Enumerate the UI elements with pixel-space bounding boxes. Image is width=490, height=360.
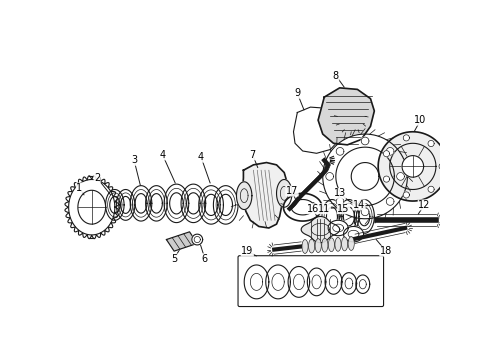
Polygon shape bbox=[164, 184, 189, 222]
Polygon shape bbox=[146, 186, 167, 221]
Polygon shape bbox=[318, 88, 374, 145]
Polygon shape bbox=[326, 172, 334, 180]
FancyBboxPatch shape bbox=[238, 256, 384, 306]
Polygon shape bbox=[439, 163, 445, 170]
Text: 16: 16 bbox=[307, 204, 319, 214]
Polygon shape bbox=[383, 150, 390, 157]
Text: 12: 12 bbox=[418, 200, 431, 210]
Polygon shape bbox=[301, 216, 340, 243]
Polygon shape bbox=[307, 268, 326, 296]
Polygon shape bbox=[354, 199, 374, 233]
Polygon shape bbox=[386, 198, 394, 205]
Polygon shape bbox=[130, 186, 152, 221]
Polygon shape bbox=[403, 135, 409, 141]
Ellipse shape bbox=[335, 237, 341, 251]
Polygon shape bbox=[328, 220, 348, 236]
Polygon shape bbox=[276, 180, 292, 207]
Polygon shape bbox=[237, 182, 252, 210]
Polygon shape bbox=[339, 199, 359, 233]
Ellipse shape bbox=[348, 237, 354, 251]
Text: 11: 11 bbox=[318, 204, 330, 214]
Polygon shape bbox=[214, 186, 238, 224]
Polygon shape bbox=[383, 176, 390, 182]
Text: 3: 3 bbox=[131, 155, 137, 165]
Polygon shape bbox=[294, 107, 343, 153]
Polygon shape bbox=[341, 273, 357, 294]
Polygon shape bbox=[378, 132, 447, 201]
Polygon shape bbox=[322, 199, 342, 233]
Text: 4: 4 bbox=[198, 152, 204, 162]
Polygon shape bbox=[243, 163, 287, 228]
Text: 18: 18 bbox=[380, 246, 392, 256]
Text: 9: 9 bbox=[294, 88, 300, 98]
Text: 10: 10 bbox=[415, 115, 427, 125]
Polygon shape bbox=[117, 189, 135, 220]
Polygon shape bbox=[343, 226, 364, 242]
Polygon shape bbox=[323, 134, 408, 219]
Ellipse shape bbox=[302, 239, 308, 253]
Polygon shape bbox=[336, 198, 344, 205]
Polygon shape bbox=[244, 265, 269, 299]
Text: 14: 14 bbox=[353, 200, 365, 210]
Text: 15: 15 bbox=[337, 204, 350, 214]
Polygon shape bbox=[181, 184, 206, 222]
Text: 2: 2 bbox=[94, 173, 100, 183]
Text: 13: 13 bbox=[334, 188, 346, 198]
Text: 19: 19 bbox=[241, 246, 253, 256]
Polygon shape bbox=[361, 208, 369, 216]
Ellipse shape bbox=[322, 238, 328, 252]
Text: 5: 5 bbox=[171, 254, 177, 264]
Polygon shape bbox=[336, 148, 344, 155]
Ellipse shape bbox=[328, 238, 335, 252]
Polygon shape bbox=[284, 193, 322, 221]
Polygon shape bbox=[386, 148, 394, 155]
Polygon shape bbox=[192, 234, 203, 245]
Polygon shape bbox=[356, 275, 370, 293]
Polygon shape bbox=[325, 270, 342, 294]
Ellipse shape bbox=[342, 237, 348, 251]
Polygon shape bbox=[106, 189, 124, 220]
Polygon shape bbox=[428, 186, 434, 192]
Polygon shape bbox=[402, 156, 423, 177]
Polygon shape bbox=[65, 176, 119, 239]
Ellipse shape bbox=[309, 239, 315, 253]
Polygon shape bbox=[167, 232, 197, 251]
Text: 7: 7 bbox=[249, 150, 256, 160]
Text: 17: 17 bbox=[286, 186, 298, 196]
Polygon shape bbox=[428, 140, 434, 147]
Polygon shape bbox=[199, 186, 223, 224]
Text: 8: 8 bbox=[333, 71, 339, 81]
Polygon shape bbox=[397, 172, 404, 180]
Polygon shape bbox=[288, 266, 310, 297]
Polygon shape bbox=[403, 192, 409, 198]
Text: 4: 4 bbox=[160, 150, 166, 160]
Polygon shape bbox=[361, 137, 369, 145]
Text: 6: 6 bbox=[202, 254, 208, 264]
Polygon shape bbox=[266, 265, 291, 299]
Ellipse shape bbox=[315, 239, 321, 253]
Text: 1: 1 bbox=[76, 183, 82, 193]
